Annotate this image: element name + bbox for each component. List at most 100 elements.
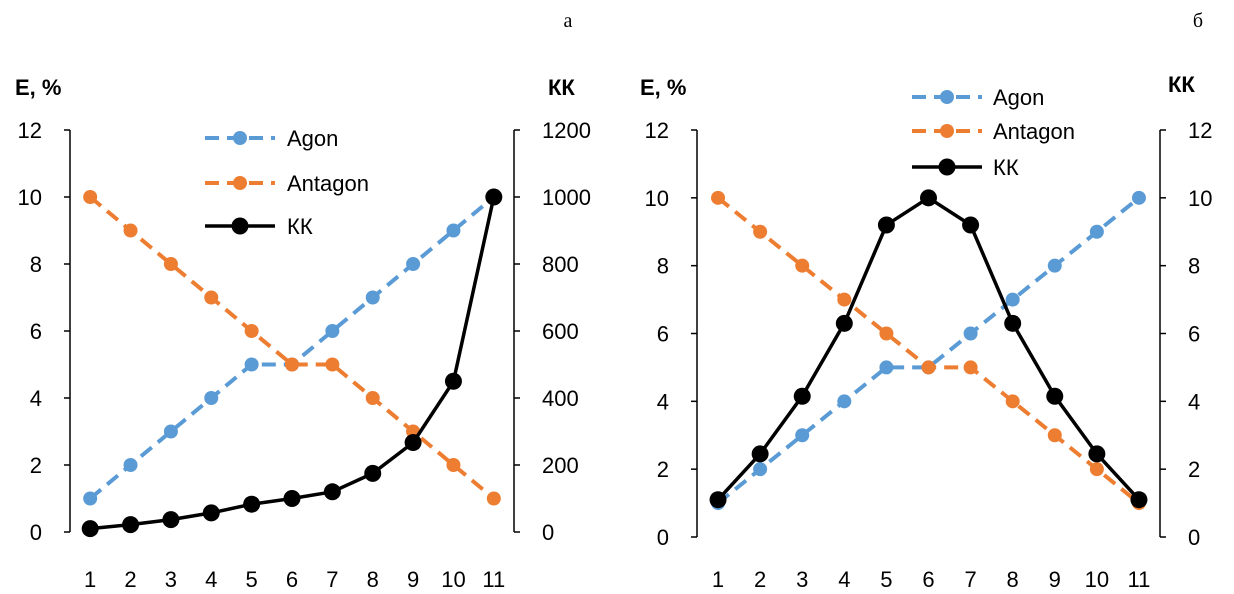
series-0-point	[244, 357, 259, 372]
right-tick-label: 12	[1188, 118, 1212, 143]
legend-label-1: Antagon	[287, 171, 369, 196]
series-0-point	[204, 391, 219, 405]
series-0-point	[879, 360, 894, 375]
legend-label-0: Agon	[993, 85, 1044, 110]
x-tick-label: 1	[84, 567, 96, 592]
series-2-point	[962, 216, 980, 234]
series-1-point	[1005, 394, 1020, 409]
left-tick-label: 12	[645, 118, 669, 143]
series-1-point	[1047, 428, 1062, 443]
left-tick-label: 10	[18, 185, 42, 210]
x-tick-label: 8	[1007, 567, 1019, 592]
x-tick-label: 6	[286, 567, 298, 592]
panel-label-b: б	[1193, 10, 1203, 32]
series-2-point	[877, 216, 895, 234]
series-2-point	[835, 314, 853, 332]
series-2-point	[162, 511, 180, 529]
right-tick-label: 6	[1188, 322, 1200, 347]
right-tick-label: 8	[1188, 254, 1200, 279]
right-tick-label: 600	[542, 319, 579, 344]
series-2-point	[323, 483, 341, 501]
left-tick-label: 2	[657, 457, 669, 482]
left-tick-label: 10	[645, 186, 669, 211]
legend-marker-0	[940, 90, 954, 104]
series-2-point	[751, 445, 769, 463]
series-1-point	[879, 326, 894, 341]
left-tick-label: 6	[657, 322, 669, 347]
right-axis-title: КК	[1168, 72, 1195, 97]
series-1-point	[711, 190, 726, 205]
series-2-point	[709, 491, 727, 509]
series-0-point	[1089, 224, 1104, 239]
series-1-point	[204, 290, 219, 305]
left-tick-label: 6	[30, 319, 42, 344]
left-tick-label: 4	[657, 389, 669, 414]
series-0-point	[963, 326, 978, 341]
right-tick-label: 0	[542, 520, 554, 545]
series-1-point	[285, 357, 299, 372]
x-tick-label: 8	[367, 567, 379, 592]
series-1-point	[795, 258, 810, 273]
series-0-point	[83, 491, 98, 506]
legend-marker-2	[231, 217, 249, 235]
series-2-point	[283, 490, 301, 507]
series-2-point	[793, 387, 811, 405]
x-tick-label: 9	[1049, 567, 1061, 592]
series-2-point	[364, 464, 382, 482]
x-tick-label: 4	[205, 567, 217, 592]
x-tick-label: 1	[712, 567, 724, 592]
series-0-point	[325, 324, 340, 338]
right-tick-label: 800	[542, 252, 579, 277]
legend-marker-1	[940, 124, 954, 138]
left-tick-label: 12	[18, 118, 42, 143]
series-0-point	[1047, 258, 1062, 273]
series-0-point	[365, 290, 380, 305]
series-1-point	[921, 360, 936, 375]
series-1-point	[837, 292, 852, 307]
right-tick-label: 10	[1188, 186, 1212, 211]
series-2-point	[122, 516, 140, 534]
x-tick-label: 11	[482, 567, 505, 592]
legend-label-2: КК	[993, 155, 1019, 180]
x-tick-label: 6	[922, 567, 934, 592]
series-0-point	[446, 223, 461, 238]
legend-marker-2	[938, 158, 956, 176]
left-tick-label: 2	[30, 453, 42, 478]
legend-marker-0	[233, 131, 247, 145]
series-line-0	[716, 196, 1141, 505]
right-tick-label: 2	[1188, 457, 1200, 482]
series-1-point	[486, 491, 501, 506]
legend-label-0: Agon	[287, 126, 338, 151]
left-tick-label: 0	[657, 525, 669, 550]
legend-marker-1	[233, 176, 247, 190]
series-2-point	[1088, 445, 1106, 463]
series-2-point	[404, 434, 422, 452]
left-tick-label: 0	[30, 520, 42, 545]
series-1-point	[365, 391, 380, 405]
right-axis-title: КК	[548, 75, 575, 100]
series-1-point	[1089, 462, 1104, 477]
series-1-point	[753, 224, 768, 239]
x-tick-label: 5	[246, 567, 258, 592]
series-1-point	[325, 357, 340, 372]
x-tick-label: 3	[165, 567, 177, 592]
series-2-point	[1046, 387, 1064, 405]
x-tick-label: 7	[964, 567, 976, 592]
series-line-1	[716, 196, 1141, 505]
x-tick-label: 9	[407, 567, 419, 592]
left-tick-label: 8	[657, 254, 669, 279]
series-2-point	[1004, 314, 1022, 332]
right-tick-label: 0	[1188, 525, 1200, 550]
legend-label-1: Antagon	[993, 119, 1075, 144]
series-1-point	[446, 458, 461, 472]
series-1-point	[83, 190, 98, 204]
series-2-point	[485, 188, 503, 206]
x-tick-label: 2	[754, 567, 766, 592]
series-2-point	[243, 495, 261, 513]
series-2-point	[444, 372, 462, 390]
x-tick-label: 2	[124, 567, 136, 592]
x-tick-label: 7	[326, 567, 338, 592]
